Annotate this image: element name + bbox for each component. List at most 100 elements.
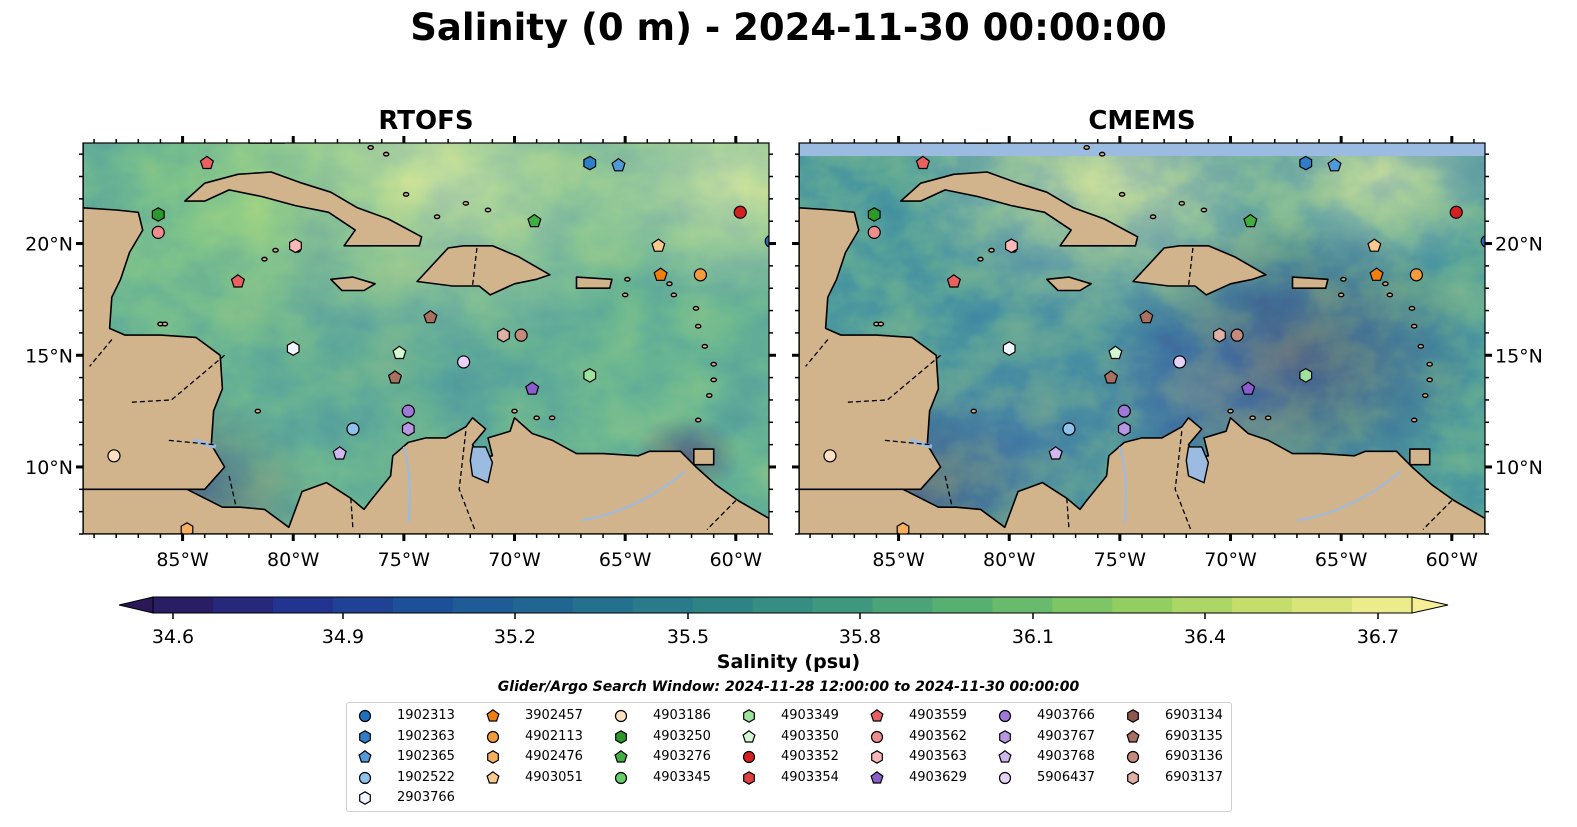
lon-tick-label: 65°W (1315, 549, 1368, 571)
legend-label: 4902476 (525, 749, 583, 764)
colorbar-tick-label: 35.8 (839, 626, 881, 648)
station-marker-2903766 (1002, 341, 1016, 356)
station-marker-5906437 (457, 355, 471, 369)
figure-title: Salinity (0 m) - 2024-11-30 00:00:00 (410, 6, 1167, 49)
lon-tick-label: 75°W (378, 549, 431, 571)
colorbar-step (692, 597, 754, 613)
colorbar-tick-label: 36.7 (1357, 626, 1399, 648)
colorbar-step (1232, 597, 1293, 613)
island (382, 151, 390, 157)
station-marker-4903629 (1241, 381, 1256, 395)
colorbar-step (812, 597, 873, 613)
island (1340, 276, 1347, 282)
island (877, 321, 885, 327)
legend-marker-5906437 (998, 771, 1012, 784)
land-mass (330, 276, 376, 292)
legend-marker-4903559 (870, 709, 884, 722)
station-marker-4903766 (1117, 404, 1131, 418)
colorbar-extend-max (1411, 596, 1449, 614)
colorbar-step (872, 597, 933, 613)
land-mass (1291, 276, 1329, 289)
island (692, 305, 700, 311)
legend-label: 4903559 (909, 708, 967, 723)
station-marker-6903135 (387, 370, 403, 384)
legend-label: 4903563 (909, 749, 967, 764)
legend-label: 4903767 (1037, 728, 1095, 744)
legend-label: 6903135 (1165, 728, 1223, 744)
country-border (471, 247, 478, 287)
legend-label: 1902365 (397, 749, 455, 764)
station-marker-4903051 (1367, 238, 1382, 252)
legend-label: 4903349 (781, 708, 839, 723)
colorbar-step (1352, 597, 1413, 613)
colorbar-tick-label: 34.6 (152, 626, 194, 648)
legend-label: 4903352 (781, 749, 839, 764)
island (548, 415, 556, 421)
colorbar-tick-label: 36.1 (1012, 626, 1054, 648)
legend-label: 4902113 (525, 728, 583, 744)
station-marker-6903135 (1103, 370, 1119, 384)
panel-title-cmems: CMEMS (1088, 106, 1196, 136)
station-marker-4903629 (525, 381, 540, 395)
legend-marker-4903186 (614, 709, 628, 723)
country-border (1174, 431, 1192, 530)
river (1296, 470, 1402, 522)
legend-marker-4903563 (871, 750, 883, 764)
float-legend: 1902313 1902363 1902365 1902522 2903766 39024… (346, 702, 1232, 812)
station-marker-4902113 (1409, 268, 1424, 282)
island (533, 415, 540, 421)
island (1118, 191, 1126, 197)
station-marker-4903186 (823, 449, 837, 463)
country-border (1187, 247, 1194, 287)
river (580, 470, 686, 522)
lon-tick-label: 60°W (1426, 549, 1479, 571)
station-marker-6903137 (497, 327, 510, 343)
lon-tick-label: 85°W (872, 549, 925, 571)
colorbar-extend-min (118, 596, 154, 614)
station-marker-6903135 (423, 309, 438, 324)
island (624, 276, 631, 282)
lat-tick-label: 10°N (1495, 457, 1543, 479)
island (1426, 361, 1433, 367)
station-marker-4902476 (896, 522, 910, 534)
station-marker-4903767 (401, 421, 415, 437)
island (977, 256, 984, 262)
colorbar-step (992, 597, 1053, 613)
legend-label: 1902363 (397, 728, 455, 744)
island (1083, 144, 1090, 150)
island (694, 417, 702, 423)
island (988, 247, 995, 253)
station-marker-4903352 (733, 205, 747, 219)
legend-label: 6903134 (1165, 708, 1223, 723)
lon-tick-label: 80°W (983, 549, 1036, 571)
legend-marker-6903134 (1127, 709, 1139, 723)
country-border (89, 339, 113, 367)
land-mass (83, 207, 226, 491)
colorbar-step (632, 597, 694, 613)
station-marker-6903136 (514, 328, 528, 342)
island (666, 281, 673, 287)
station-marker-4903276 (1243, 213, 1258, 228)
legend-marker-4902476 (487, 750, 499, 764)
colorbar-tick-label: 36.4 (1184, 626, 1226, 648)
country-border (805, 339, 829, 367)
legend-label: 1902522 (397, 769, 455, 785)
river (402, 446, 411, 523)
lon-tick-label: 65°W (599, 549, 652, 571)
river (1118, 446, 1127, 523)
land-mass (1409, 448, 1431, 466)
legend-marker-4903349 (743, 709, 755, 723)
station-marker-3902457 (653, 267, 668, 281)
colorbar-step (1052, 597, 1113, 613)
station-marker-6903135 (1139, 309, 1154, 324)
island (1178, 200, 1186, 206)
legend-label: 4903766 (1037, 708, 1095, 723)
station-marker-4903563 (289, 238, 302, 254)
panel-title-rtofs: RTOFS (378, 106, 474, 136)
country-border (706, 500, 737, 530)
island (670, 292, 678, 298)
land-mass (184, 171, 423, 247)
station-marker-1902365 (611, 157, 626, 172)
island (701, 343, 709, 349)
legend-label: 4903186 (653, 708, 711, 723)
